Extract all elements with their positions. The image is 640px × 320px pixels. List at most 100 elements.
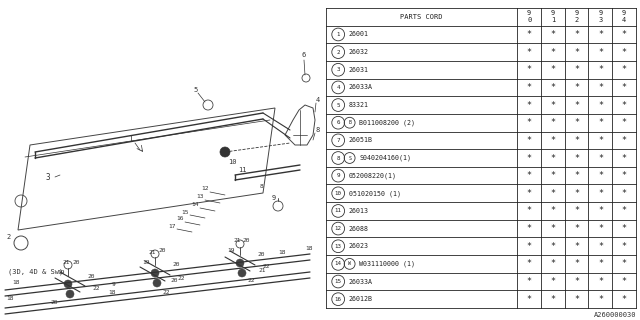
Text: 26032: 26032	[349, 49, 369, 55]
Text: 22: 22	[177, 276, 184, 281]
Text: 13: 13	[196, 195, 204, 199]
Text: W: W	[348, 261, 351, 266]
Text: *: *	[598, 242, 603, 251]
Text: *: *	[574, 206, 579, 215]
Text: 22: 22	[247, 278, 255, 284]
Text: 9: 9	[112, 282, 116, 286]
Text: *: *	[550, 48, 556, 57]
Text: 9
4: 9 4	[622, 10, 626, 23]
Text: *: *	[598, 83, 603, 92]
Text: *: *	[550, 206, 556, 215]
Text: *: *	[621, 118, 627, 127]
Text: 22: 22	[92, 286, 99, 292]
Text: *: *	[527, 189, 532, 198]
Text: 19: 19	[227, 249, 234, 253]
Text: *: *	[574, 100, 579, 109]
Circle shape	[153, 279, 161, 287]
Text: 9
3: 9 3	[598, 10, 602, 23]
Text: W031110000 (1): W031110000 (1)	[359, 260, 415, 267]
Text: 20: 20	[87, 274, 95, 278]
Text: 3: 3	[45, 173, 50, 182]
Text: *: *	[527, 118, 532, 127]
Text: 8: 8	[316, 127, 320, 133]
Text: *: *	[550, 136, 556, 145]
Text: 9: 9	[337, 173, 340, 178]
Text: 3: 3	[337, 67, 340, 72]
Text: 26001: 26001	[349, 31, 369, 37]
Text: 12: 12	[201, 187, 209, 191]
Circle shape	[64, 280, 72, 288]
Text: 1: 1	[128, 135, 132, 145]
Text: *: *	[598, 65, 603, 74]
Text: 4: 4	[316, 97, 320, 103]
Text: *: *	[527, 224, 532, 233]
Text: S: S	[348, 156, 351, 161]
Text: *: *	[621, 171, 627, 180]
Text: 16: 16	[335, 297, 342, 302]
Text: 9
2: 9 2	[575, 10, 579, 23]
Text: *: *	[550, 277, 556, 286]
Text: *: *	[574, 171, 579, 180]
Text: *: *	[598, 48, 603, 57]
Text: *: *	[621, 224, 627, 233]
Text: 11: 11	[335, 208, 342, 213]
Text: 1: 1	[337, 32, 340, 37]
Text: S040204160(1): S040204160(1)	[359, 155, 411, 161]
Text: *: *	[621, 277, 627, 286]
Text: 18: 18	[12, 281, 19, 285]
Text: 22: 22	[262, 265, 269, 269]
Text: 26031: 26031	[349, 67, 369, 73]
Text: 16: 16	[176, 217, 184, 221]
Text: 9
1: 9 1	[551, 10, 555, 23]
Text: *: *	[621, 65, 627, 74]
Text: 26013: 26013	[349, 208, 369, 214]
Text: B011008200 (2): B011008200 (2)	[359, 119, 415, 126]
Text: *: *	[621, 206, 627, 215]
Text: *: *	[550, 118, 556, 127]
Text: 83321: 83321	[349, 102, 369, 108]
Text: 9
0: 9 0	[527, 10, 531, 23]
Text: *: *	[574, 83, 579, 92]
Text: *: *	[574, 48, 579, 57]
Text: *: *	[598, 224, 603, 233]
Text: *: *	[527, 171, 532, 180]
Text: *: *	[621, 260, 627, 268]
Text: *: *	[574, 30, 579, 39]
Text: 10: 10	[228, 159, 237, 165]
Text: 8: 8	[260, 185, 264, 189]
Text: 19: 19	[142, 260, 150, 265]
Text: 6: 6	[337, 120, 340, 125]
Text: *: *	[550, 189, 556, 198]
Text: *: *	[550, 242, 556, 251]
Circle shape	[236, 259, 244, 267]
Text: 26051B: 26051B	[349, 137, 372, 143]
Text: *: *	[527, 154, 532, 163]
Text: *: *	[574, 277, 579, 286]
Text: 19: 19	[57, 270, 65, 276]
Text: 20: 20	[72, 260, 79, 265]
Text: *: *	[598, 260, 603, 268]
Text: 11: 11	[238, 167, 246, 173]
Text: (3D, 4D & Sw): (3D, 4D & Sw)	[8, 269, 63, 275]
Text: 26088: 26088	[349, 226, 369, 232]
Text: 18: 18	[108, 290, 115, 294]
Text: 7: 7	[337, 138, 340, 143]
Text: 21: 21	[148, 250, 156, 254]
Text: *: *	[598, 171, 603, 180]
Text: 8: 8	[337, 156, 340, 161]
Circle shape	[151, 269, 159, 277]
Circle shape	[66, 290, 74, 298]
Text: *: *	[621, 295, 627, 304]
Text: *: *	[550, 171, 556, 180]
Text: *: *	[550, 65, 556, 74]
Circle shape	[220, 147, 230, 157]
Text: 6: 6	[302, 52, 307, 58]
Text: *: *	[598, 118, 603, 127]
Text: *: *	[527, 242, 532, 251]
Text: *: *	[598, 295, 603, 304]
Text: 18: 18	[305, 245, 312, 251]
Text: 18: 18	[278, 250, 285, 254]
Text: *: *	[621, 242, 627, 251]
Text: *: *	[574, 224, 579, 233]
Text: *: *	[527, 277, 532, 286]
